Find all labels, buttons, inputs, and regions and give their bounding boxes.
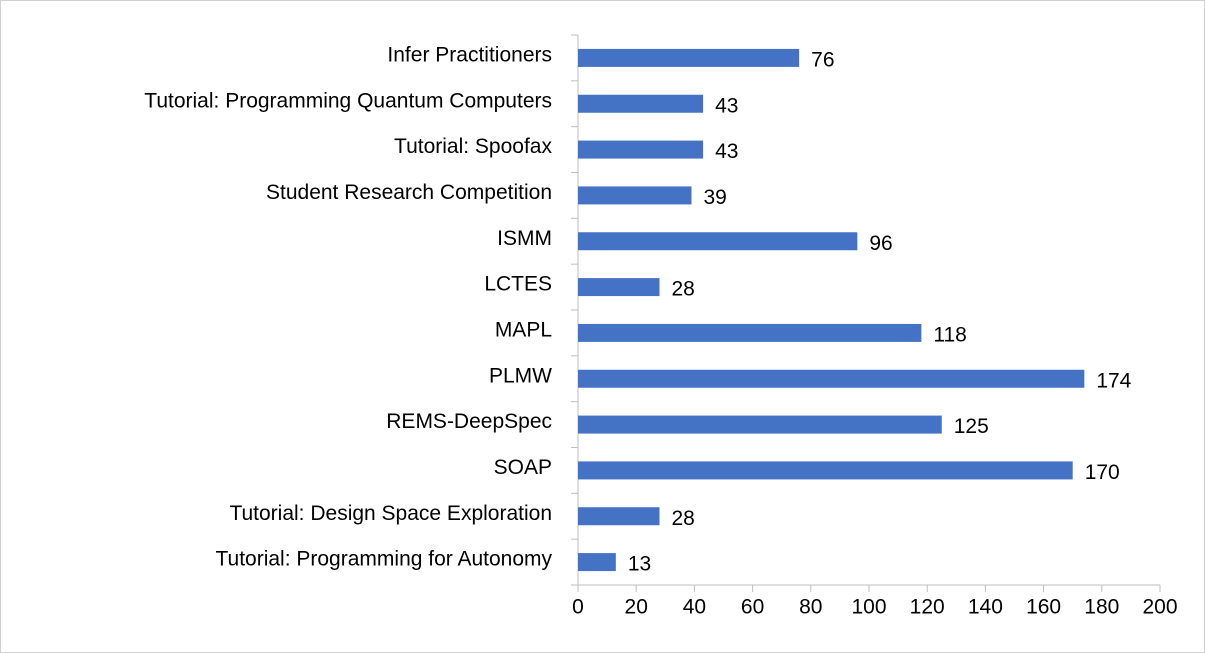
x-tick-label: 20 <box>625 596 648 619</box>
bar <box>578 369 1085 388</box>
bar <box>578 415 942 434</box>
data-label: 28 <box>671 507 694 530</box>
x-tick-label: 40 <box>683 596 706 619</box>
bar <box>578 232 858 251</box>
x-tick-label: 120 <box>910 596 945 619</box>
y-tick-label: Student Research Competition <box>266 181 552 204</box>
y-tick-label: Tutorial: Programming Quantum Computers <box>144 89 552 112</box>
bar <box>578 461 1073 480</box>
data-label: 43 <box>715 94 738 117</box>
data-label: 170 <box>1085 461 1120 484</box>
bar <box>578 278 660 297</box>
data-label: 118 <box>933 323 966 346</box>
x-tick-label: 200 <box>1142 596 1177 619</box>
bar <box>578 323 922 342</box>
bar <box>578 186 692 205</box>
x-tick-label: 160 <box>1026 596 1061 619</box>
y-tick-label: PLMW <box>489 364 552 387</box>
bar <box>578 507 660 526</box>
bar <box>578 553 616 572</box>
bar <box>578 140 704 159</box>
x-tick-label: 100 <box>851 596 886 619</box>
y-tick-label: Infer Practitioners <box>387 43 552 66</box>
y-tick-label: SOAP <box>494 456 552 479</box>
y-tick-label: Tutorial: Spoofax <box>394 135 552 158</box>
y-tick-label: LCTES <box>484 273 552 296</box>
data-label: 13 <box>628 553 651 576</box>
x-tick-label: 0 <box>572 596 584 619</box>
x-tick-label: 80 <box>799 596 822 619</box>
data-label: 174 <box>1096 369 1131 392</box>
bar <box>578 94 704 113</box>
data-label: 39 <box>703 186 726 209</box>
data-label: 96 <box>869 232 892 255</box>
y-tick-label: MAPL <box>495 318 552 341</box>
x-tick-label: 140 <box>968 596 1003 619</box>
y-tick-label: REMS-DeepSpec <box>386 410 552 433</box>
y-tick-label: Tutorial: Programming for Autonomy <box>215 548 552 571</box>
x-tick-label: 180 <box>1084 596 1119 619</box>
y-tick-label: ISMM <box>497 227 552 250</box>
data-label: 76 <box>811 48 834 71</box>
bar <box>578 48 800 67</box>
y-tick-label: Tutorial: Design Space Exploration <box>229 502 552 525</box>
data-label: 28 <box>671 278 694 301</box>
data-label: 125 <box>954 415 989 438</box>
x-tick-label: 60 <box>741 596 764 619</box>
data-label: 43 <box>715 140 738 163</box>
